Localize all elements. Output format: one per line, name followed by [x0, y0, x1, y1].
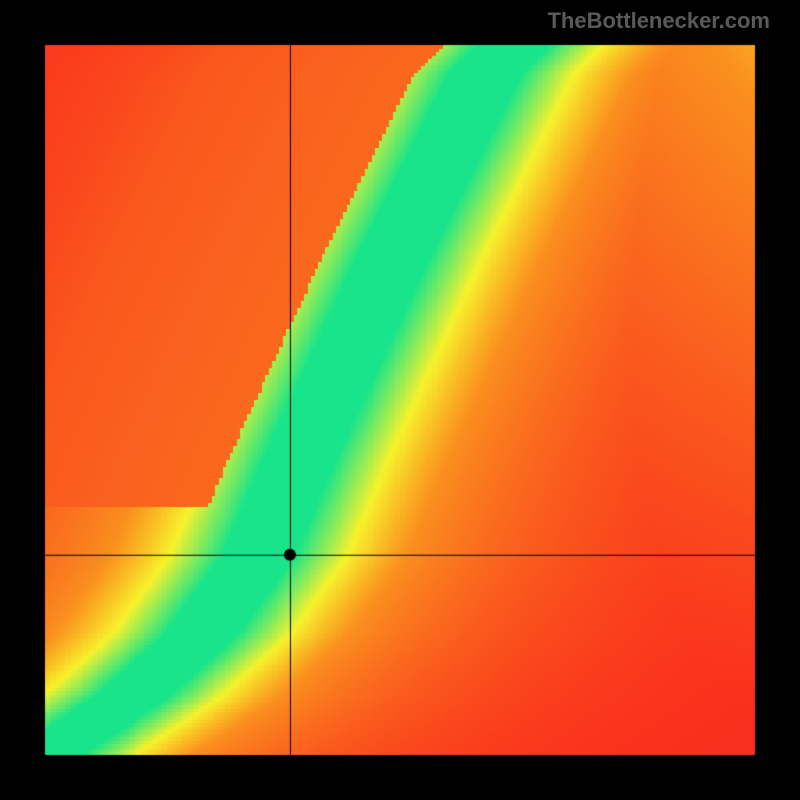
watermark-text: TheBottlenecker.com — [547, 8, 770, 34]
bottleneck-heatmap — [0, 0, 800, 800]
chart-frame: TheBottlenecker.com — [0, 0, 800, 800]
